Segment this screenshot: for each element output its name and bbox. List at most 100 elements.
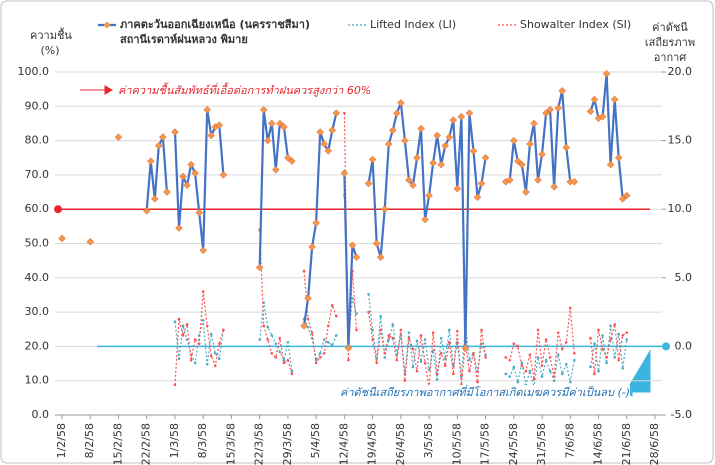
data-point	[189, 358, 193, 362]
y2-axis-title: ค่าดัชนีเสถียรภาพอากาศ	[644, 21, 696, 64]
y2-tick-label: -5.0	[671, 408, 692, 421]
x-tick-label: 15/3/58	[224, 423, 237, 465]
data-point	[622, 191, 631, 200]
data-point	[288, 157, 296, 165]
data-point	[601, 334, 604, 337]
data-point	[380, 205, 389, 213]
data-point	[546, 105, 554, 114]
data-point	[163, 188, 171, 196]
reference-dot	[662, 342, 670, 351]
data-point	[441, 141, 450, 150]
data-point	[564, 362, 568, 366]
data-point	[552, 375, 556, 378]
data-point	[504, 372, 508, 376]
data-point	[617, 358, 620, 362]
data-point	[419, 360, 423, 363]
x-tick-label: 12/4/58	[337, 423, 350, 465]
data-point	[322, 338, 326, 341]
data-point	[367, 310, 370, 314]
data-point	[387, 334, 391, 337]
data-point	[280, 123, 288, 131]
data-point	[469, 147, 478, 155]
data-point	[538, 150, 546, 159]
data-point	[427, 368, 431, 372]
data-point	[203, 105, 212, 114]
data-point	[453, 184, 462, 193]
x-tick-label: 31/5/58	[535, 423, 548, 465]
data-point	[477, 179, 486, 188]
data-point	[207, 131, 216, 140]
y2-tick-label: 5.0	[675, 271, 693, 284]
data-point	[399, 328, 403, 332]
data-point	[564, 340, 568, 344]
y2-tick-label: 20.0	[668, 65, 693, 78]
y-tick-label: 20.0	[25, 339, 50, 352]
annotation: ค่าความชื้นสัมพัทธ์ที่เอื้อต่อการทำฝนควร…	[118, 84, 372, 97]
y-tick-label: 80.0	[25, 134, 50, 147]
data-point	[340, 169, 349, 177]
data-point	[218, 342, 221, 345]
x-tick-label: 17/5/58	[479, 423, 492, 465]
data-point	[609, 338, 612, 341]
data-point	[484, 356, 487, 359]
data-point	[520, 364, 524, 367]
data-point	[421, 215, 429, 224]
data-point	[433, 131, 441, 140]
data-point	[625, 331, 629, 334]
x-tick-label: 3/5/58	[422, 423, 435, 458]
data-point	[508, 375, 512, 378]
x-tick-label: 28/6/58	[648, 423, 661, 465]
data-point	[185, 323, 189, 326]
data-point	[621, 334, 625, 337]
legend-label: Lifted Index (LI)	[370, 18, 457, 31]
data-point	[621, 367, 625, 370]
data-point	[302, 269, 306, 273]
data-point	[284, 153, 292, 162]
x-tick-label: 5/4/58	[309, 423, 322, 458]
data-point	[425, 191, 433, 200]
data-point	[552, 379, 556, 383]
data-point	[384, 140, 393, 148]
data-point	[290, 372, 294, 376]
y-tick-label: 30.0	[25, 305, 50, 318]
data-point	[544, 358, 548, 362]
data-point	[401, 136, 409, 145]
data-point	[259, 105, 268, 114]
data-point	[201, 290, 205, 293]
data-point	[597, 369, 600, 373]
data-point	[518, 160, 526, 169]
data-point	[461, 344, 470, 352]
data-point	[512, 342, 516, 345]
data-point	[456, 330, 459, 333]
data-point	[266, 325, 270, 329]
data-point	[435, 372, 439, 376]
data-point	[173, 320, 177, 324]
data-point	[468, 369, 471, 373]
data-point	[183, 181, 191, 189]
data-point	[262, 324, 266, 328]
data-point	[554, 104, 562, 112]
x-tick-label: 22/3/58	[253, 423, 266, 465]
data-point	[278, 336, 282, 340]
data-point	[332, 109, 341, 117]
data-point	[512, 365, 516, 369]
data-point	[222, 328, 225, 332]
x-tick-label: 1/2/58	[55, 423, 68, 458]
data-point	[326, 324, 330, 328]
data-point	[447, 340, 451, 344]
data-point	[335, 314, 338, 318]
data-point	[347, 358, 350, 362]
data-point	[372, 239, 381, 248]
data-point	[352, 253, 361, 262]
data-point	[601, 347, 604, 351]
data-point	[423, 361, 427, 365]
data-point	[371, 328, 374, 332]
data-point	[598, 112, 607, 121]
data-point	[625, 338, 629, 341]
legend-label: Showalter Index (SI)	[520, 18, 632, 31]
data-point	[351, 297, 354, 300]
data-point	[605, 361, 608, 365]
data-point	[330, 343, 334, 347]
